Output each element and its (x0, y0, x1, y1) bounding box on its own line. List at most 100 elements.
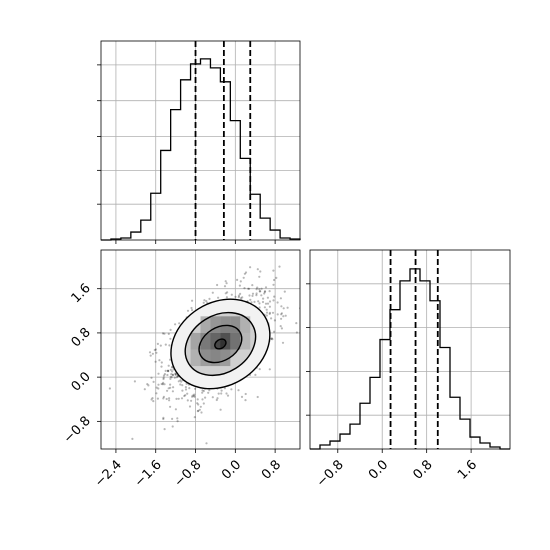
scatter-point (205, 442, 208, 445)
scatter-point (186, 392, 189, 395)
scatter-point (265, 308, 268, 311)
scatter-point (163, 428, 166, 431)
scatter-point (280, 312, 283, 315)
scatter-frame (100, 249, 301, 450)
density-contour (198, 324, 243, 364)
scatter-point (295, 322, 298, 325)
scatter-point (280, 305, 283, 308)
scatter-point (156, 342, 159, 345)
scatter-point (248, 287, 251, 290)
scatter-point (146, 383, 149, 386)
scatter-point (202, 402, 205, 405)
scatter-point (155, 392, 158, 395)
scatter-point (249, 298, 252, 301)
scatter-point (169, 405, 172, 408)
scatter-point (276, 313, 279, 316)
scatter-point (251, 294, 254, 297)
scatter-point (167, 364, 170, 367)
scatter-point (175, 376, 178, 379)
scatter-point (264, 286, 268, 289)
scatter-point (247, 287, 250, 290)
scatter-point (163, 383, 166, 386)
scatter-point (268, 300, 272, 303)
scatter-point (284, 314, 287, 317)
scatter-point (258, 368, 261, 371)
scatter-point (149, 354, 152, 357)
scatter-point (160, 361, 163, 364)
scatter-point (188, 387, 191, 390)
scatter-point (177, 380, 180, 383)
scatter-point (201, 389, 204, 392)
scatter-point (219, 408, 222, 411)
scatter-point (216, 397, 219, 400)
scatter-point (167, 370, 170, 373)
density-cell (200, 332, 211, 350)
scatter-point (180, 380, 183, 383)
scatter-point (253, 300, 256, 303)
scatter-point (273, 278, 276, 282)
scatter-point (193, 395, 196, 398)
scatter-point (263, 292, 266, 295)
scatter-point (217, 392, 220, 395)
scatter-point (251, 284, 254, 287)
scatter-point (166, 389, 169, 392)
scatter-point (168, 397, 171, 400)
scatter-point (266, 302, 270, 305)
scatter-point (186, 399, 189, 402)
scatter-point (167, 387, 170, 390)
scatter-point (186, 309, 190, 312)
scatter-point (196, 402, 199, 405)
scatter-point (204, 396, 207, 399)
scatter-point (169, 328, 172, 331)
scatter-point (179, 383, 182, 386)
histogram-x-ticks (97, 64, 276, 244)
scatter-point (201, 391, 204, 394)
scatter-point (255, 288, 258, 291)
scatter-point (191, 394, 194, 397)
density-contour (214, 338, 227, 350)
density-cell (190, 332, 201, 350)
scatter-point (280, 313, 283, 316)
scatter-point (181, 389, 184, 392)
scatter-point (184, 386, 187, 389)
scatter-point (239, 292, 242, 295)
density-cell (210, 332, 221, 350)
histogram-y-frame (309, 249, 511, 450)
scatter-point (199, 405, 202, 408)
scatter-point (272, 269, 275, 272)
scatter-point (162, 397, 165, 400)
scatter-point (260, 294, 263, 297)
scatter-point (168, 344, 171, 347)
scatter-point (143, 388, 146, 391)
scatter-point (174, 323, 177, 326)
density-cell (240, 316, 251, 333)
scatter-point (216, 283, 219, 287)
scatter-point (268, 290, 271, 293)
scatter-point (278, 265, 281, 268)
density-cell (220, 349, 231, 367)
scatter-point (178, 322, 181, 325)
scatter-point (162, 395, 165, 398)
scatter-point (244, 392, 247, 396)
scatter-point (198, 408, 201, 411)
scatter-point (295, 331, 298, 334)
scatter-point (259, 290, 262, 293)
scatter-point (220, 389, 223, 392)
scatter-point (159, 344, 162, 347)
scatter-point (268, 312, 271, 315)
histogram-x-frame (100, 40, 301, 241)
scatter-point (162, 374, 166, 377)
scatter-point (208, 297, 211, 300)
scatter-point (162, 377, 165, 381)
scatter-point (154, 348, 157, 351)
scatter-point (196, 410, 199, 413)
scatter-point (176, 375, 179, 378)
scatter-point (161, 332, 165, 335)
scatter-point (203, 299, 206, 302)
scatter-point (207, 391, 210, 394)
scatter-point (225, 392, 228, 395)
scatter-point (273, 295, 276, 298)
scatter-point (263, 290, 267, 293)
scatter-point (283, 290, 286, 293)
